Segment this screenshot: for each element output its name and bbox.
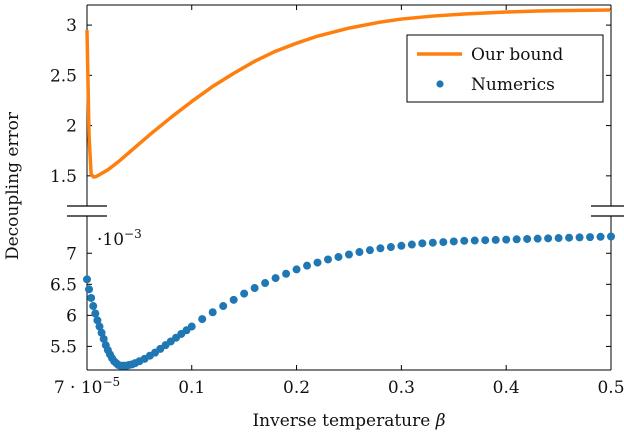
- numerics-point: [271, 274, 280, 283]
- numerics-point: [523, 234, 532, 243]
- numerics-point: [83, 275, 91, 284]
- numerics-point: [229, 295, 238, 304]
- numerics-point: [397, 241, 406, 250]
- numerics-point: [481, 236, 490, 245]
- bottom-y-ticks: 5.5 6 6.5 7: [50, 244, 611, 357]
- legend-dot-swatch: [436, 80, 444, 88]
- x-tick-label: 0.5: [597, 378, 624, 398]
- numerics-point: [87, 293, 96, 302]
- numerics-point: [428, 238, 437, 247]
- y-tick-label: 6: [66, 306, 77, 326]
- x-tick-label: 0.2: [283, 378, 310, 398]
- numerics-point: [89, 302, 98, 311]
- numerics-point: [95, 322, 104, 331]
- numerics-point: [449, 237, 458, 246]
- numerics-point: [282, 269, 291, 278]
- y-tick-label: 1.5: [50, 167, 77, 187]
- x-ticks: 7 · 10−5 0.1 0.2 0.3 0.4 0.5: [54, 5, 624, 398]
- numerics-point: [586, 233, 595, 242]
- y-tick-label: 7: [66, 244, 77, 264]
- numerics-point: [219, 302, 228, 311]
- numerics-point: [313, 258, 322, 267]
- numerics-point: [596, 232, 605, 241]
- legend: Our bound Numerics: [406, 34, 604, 103]
- numerics-point: [575, 233, 584, 242]
- numerics-point: [99, 334, 108, 343]
- x-tick-label: 7 · 10−5: [54, 375, 120, 398]
- numerics-point: [544, 234, 553, 243]
- y-axis-label: Decoupling error: [3, 111, 23, 260]
- numerics-point: [187, 322, 196, 331]
- numerics-point: [491, 235, 500, 244]
- numerics-point: [344, 250, 353, 259]
- numerics-point: [554, 234, 563, 243]
- numerics-point: [355, 248, 364, 257]
- x-tick-label: 0.3: [388, 378, 415, 398]
- numerics-point: [93, 316, 102, 325]
- bound-line: [85, 8, 612, 179]
- numerics-point: [292, 265, 301, 274]
- y-tick-label: 5.5: [50, 337, 77, 357]
- x-tick-label: 0.1: [178, 378, 205, 398]
- numerics-point: [502, 235, 511, 244]
- numerics-point: [334, 252, 343, 261]
- numerics-point: [208, 308, 217, 317]
- numerics-point: [418, 239, 427, 248]
- numerics-point: [240, 289, 249, 298]
- legend-label-bound: Our bound: [471, 45, 563, 65]
- numerics-point: [470, 236, 479, 245]
- numerics-point: [607, 232, 615, 241]
- axis-break-marks: [67, 205, 624, 217]
- x-axis-label: Inverse temperature β: [252, 411, 445, 431]
- numerics-point: [261, 279, 270, 288]
- bottom-panel: 5.5 6 6.5 7 ·10−3: [50, 216, 615, 371]
- numerics-point: [376, 244, 385, 253]
- numerics-point: [324, 255, 332, 264]
- top-y-ticks: 1.5 2 2.5 3: [50, 16, 611, 187]
- top-panel: 1.5 2 2.5 3: [50, 4, 612, 206]
- numerics-point: [365, 246, 374, 255]
- numerics-point: [85, 285, 94, 294]
- numerics-point: [439, 238, 448, 247]
- numerics-point: [533, 234, 542, 243]
- numerics-point: [91, 309, 100, 318]
- numerics-point: [512, 235, 521, 244]
- legend-box: [406, 34, 604, 103]
- numerics-series: [83, 232, 615, 370]
- numerics-point: [407, 240, 416, 249]
- legend-label-numerics: Numerics: [471, 75, 555, 95]
- bound-series: [85, 8, 612, 179]
- numerics-point: [460, 236, 469, 245]
- y-tick-label: 2: [66, 117, 77, 137]
- numerics-point: [565, 233, 574, 242]
- y-tick-label: 2.5: [50, 66, 77, 86]
- numerics-point: [250, 284, 259, 293]
- numerics-point: [303, 261, 312, 270]
- numerics-point: [97, 328, 106, 337]
- y-tick-label: 6.5: [50, 275, 77, 295]
- y-multiplier: ·10−3: [97, 227, 142, 250]
- y-tick-label: 3: [66, 16, 77, 36]
- x-tick-label: 0.4: [493, 378, 520, 398]
- numerics-point: [198, 315, 207, 324]
- numerics-point: [386, 243, 395, 252]
